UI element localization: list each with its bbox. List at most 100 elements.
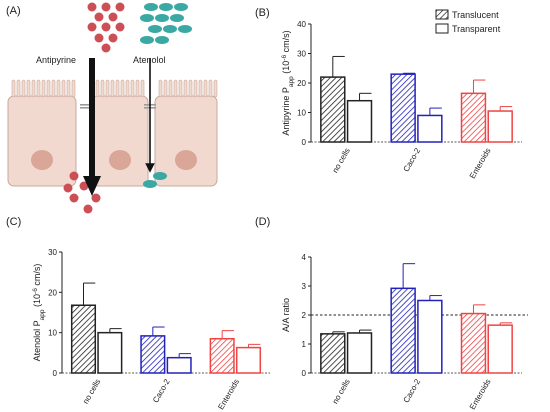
y-axis-label-sub: app [39, 309, 46, 320]
x-tick-label: Enteroids [468, 147, 493, 181]
epithelial-cell-layer [7, 79, 218, 187]
x-tick-label: Enteroids [468, 378, 493, 412]
microvillus [46, 79, 51, 98]
x-tick-label: no cells [81, 378, 102, 406]
y-axis-label-tail: (10 [281, 61, 291, 77]
atenolol-molecule [155, 14, 169, 22]
antipyrine-molecule [101, 2, 111, 12]
microvillus [168, 79, 173, 98]
microvillus [95, 79, 100, 98]
antipyrine-molecule [94, 33, 104, 43]
y-axis-label: A/A ratio [281, 298, 291, 332]
y-axis-label-main: A/A ratio [281, 298, 291, 332]
microvillus [51, 79, 56, 98]
bar-enteroids-translucent [209, 337, 235, 374]
legend-swatch-transparent [435, 23, 449, 34]
x-tick-label: Caco-2 [402, 146, 423, 173]
y-tick-label: 3 [302, 282, 307, 291]
atenolol-molecule [178, 25, 192, 33]
bar-enteroids-transparent [487, 110, 513, 143]
bar-no_cells-translucent [70, 304, 97, 374]
bar-enteroids-transparent [235, 346, 262, 374]
antipyrine-arrowhead-icon [83, 176, 101, 196]
y-axis-label: Atenolol Papp (10-6 cm/s) [32, 264, 46, 362]
epithelial-cell [154, 95, 218, 187]
bar-caco2-translucent [390, 73, 416, 143]
microvillus [213, 79, 218, 98]
microvillus [158, 79, 163, 98]
y-tick-label: 0 [53, 369, 58, 378]
chart-aa-ratio: 0 1 2 3 4 A/A ratio no cells Caco-2 Enteroids [281, 253, 528, 411]
microvilli [11, 79, 76, 98]
y-tick-label: 40 [297, 20, 306, 29]
microvillus [11, 79, 16, 98]
bar-no_cells-transparent [346, 332, 373, 374]
bar-enteroids-transparent [487, 324, 513, 374]
y-tick-label: 2 [302, 311, 307, 320]
y-axis-label: Antipyrine Papp (10-6 cm/s) [281, 30, 295, 135]
atenolol-molecule [170, 14, 184, 22]
antipyrine-molecule [69, 171, 79, 181]
y-tick-label: 30 [48, 248, 57, 257]
bar-no_cells-translucent [320, 333, 346, 374]
microvilli [95, 79, 145, 98]
y-tick-label: 10 [48, 329, 57, 338]
microvillus [203, 79, 208, 98]
bar-no_cells-transparent [346, 99, 373, 143]
legend-swatch-translucent [435, 9, 449, 20]
atenolol-molecule [148, 25, 162, 33]
tight-junction [80, 104, 92, 106]
panel-label-c: (C) [6, 216, 21, 228]
y-axis-label-exp: -6 [32, 288, 39, 294]
y-tick-label: 0 [302, 369, 307, 378]
antipyrine-molecule [94, 12, 104, 22]
microvillus [16, 79, 21, 98]
legend: Translucent Transparent [435, 9, 501, 34]
x-tick-label: no cells [331, 378, 352, 406]
microvillus [140, 79, 145, 98]
antipyrine-molecule [91, 193, 101, 203]
legend-label-transparent: Transparent [452, 24, 501, 34]
atenolol-molecule [140, 14, 154, 22]
y-tick-label: 20 [48, 288, 57, 297]
y-axis-label-main: Atenolol P [32, 320, 42, 361]
y-axis-label-unit: cm/s) [32, 264, 42, 289]
antipyrine-molecule [79, 181, 89, 191]
antipyrine-label: Antipyrine [36, 55, 76, 65]
atenolol-molecule [159, 3, 173, 11]
molecules-basolateral [63, 171, 167, 214]
microvillus [208, 79, 213, 98]
microvillus [61, 79, 66, 98]
epithelial-cell [91, 95, 149, 187]
antipyrine-molecule [87, 2, 97, 12]
antipyrine-molecule [69, 193, 79, 203]
bar-caco2-translucent [140, 335, 166, 374]
y-tick-label: 30 [297, 50, 306, 59]
microvillus [31, 79, 36, 98]
microvillus [163, 79, 168, 98]
antipyrine-molecule [101, 22, 111, 32]
microvillus [115, 79, 120, 98]
microvillus [36, 79, 41, 98]
microvillus [183, 79, 188, 98]
y-tick-label: 20 [297, 79, 306, 88]
epithelial-cell [7, 95, 77, 187]
y-axis-label-main: Antipyrine P [281, 87, 291, 136]
antipyrine-molecule [101, 43, 111, 53]
microvillus [120, 79, 125, 98]
y-axis-label-unit: cm/s) [281, 30, 291, 55]
atenolol-molecule [140, 36, 154, 44]
y-axis-label-exp: -6 [281, 55, 288, 61]
atenolol-molecule [174, 3, 188, 11]
microvillus [56, 79, 61, 98]
bar-caco2-transparent [166, 356, 192, 374]
antipyrine-molecule [87, 22, 97, 32]
antipyrine-molecule [115, 22, 125, 32]
microvillus [41, 79, 46, 98]
panel-label-b: (B) [255, 7, 270, 19]
microvilli [158, 79, 218, 98]
microvillus [130, 79, 135, 98]
atenolol-molecule [144, 3, 158, 11]
antipyrine-molecule [115, 2, 125, 12]
bar-caco2-translucent [390, 287, 416, 374]
